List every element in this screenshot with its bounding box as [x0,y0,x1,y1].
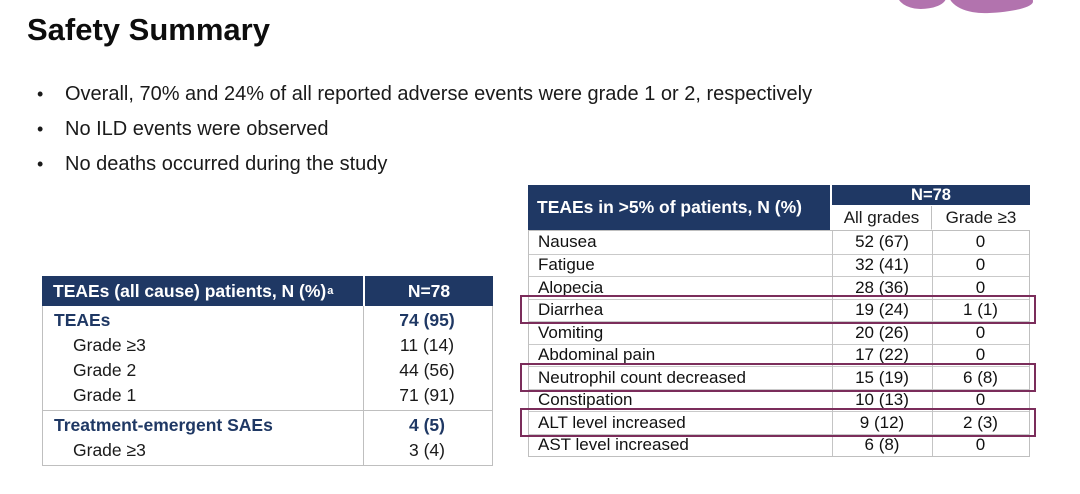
teae-frequency-table: TEAEs in >5% of patients, N (%) N=78 All… [520,185,1036,457]
row-label: Grade 1 [73,385,137,405]
table-subheader-row: All grades Grade ≥3 [832,206,1030,230]
table-row: Grade 1 71 (91) [43,383,492,408]
row-value: 74 (95) [399,310,455,330]
table-section: Treatment-emergent SAEs 4 (5) Grade ≥3 3… [43,410,492,465]
cell-all-grades: 19 (24) [855,300,909,320]
row-value: 71 (91) [399,385,455,405]
cell-grade3: 6 (8) [963,367,998,387]
column-divider [932,231,933,456]
table-row: AST level increased 6 (8) 0 [529,433,1029,457]
cell-label: Abdominal pain [538,345,656,365]
row-value: 3 (4) [409,440,445,460]
cell-grade3: 0 [975,390,986,410]
cell-grade3: 0 [975,435,986,455]
cell-grade3: 0 [975,322,986,342]
bullet-list: • Overall, 70% and 24% of all reported a… [37,83,813,189]
cell-all-grades: 32 (41) [855,255,909,275]
cell-grade3: 0 [975,277,986,297]
cell-all-grades: 10 (13) [855,390,909,410]
table-row: Alopecia 28 (36) 0 [529,276,1029,299]
bullet-marker: • [37,84,44,104]
table-header-row: TEAEs in >5% of patients, N (%) N=78 All… [528,185,1030,230]
cell-label: Vomiting [538,322,604,342]
table-row: ALT level increased 9 (12) 2 (3) [529,411,1029,434]
column-divider [832,231,833,456]
table-body: Nausea 52 (67) 0 Fatigue 32 (41) 0 Alope… [528,230,1030,457]
table-header-label-text: TEAEs (all cause) patients, N (%) [53,280,327,301]
bullet-text: No deaths occurred during the study [65,153,388,175]
bullet-item: • Overall, 70% and 24% of all reported a… [37,83,813,105]
row-label: Grade ≥3 [73,440,146,460]
cell-grade3: 0 [975,345,986,365]
table-row: Treatment-emergent SAEs 4 (5) [43,413,492,438]
bullet-item: • No ILD events were observed [37,118,812,140]
column-divider [363,306,364,465]
table-header-label: TEAEs in >5% of patients, N (%) [528,185,830,230]
table-row: Diarrhea 19 (24) 1 (1) [529,298,1029,322]
table-section: TEAEs 74 (95) Grade ≥3 11 (14) Grade 2 4… [43,306,492,410]
page-title: Safety Summary [27,12,270,47]
bullet-text: No ILD events were observed [65,118,329,140]
table-row: Fatigue 32 (41) 0 [529,253,1029,277]
row-label: Grade 2 [73,360,137,380]
table-row: Constipation 10 (13) 0 [529,388,1029,412]
cell-grade3: 1 (1) [963,300,998,320]
logo-petal-icon [948,0,1034,15]
bullet-item: • No deaths occurred during the study [37,153,812,175]
cell-all-grades: 15 (19) [855,367,909,387]
cell-all-grades: 20 (26) [855,322,909,342]
table-header-row: TEAEs (all cause) patients, N (%) a N=78 [42,276,493,306]
cell-label: Nausea [538,232,597,252]
cell-all-grades: 28 (36) [855,277,909,297]
cell-grade3: 0 [975,255,986,275]
table-row: Grade 2 44 (56) [43,358,492,383]
cell-label: Fatigue [538,255,595,275]
cell-all-grades: 6 (8) [864,435,900,455]
row-label: Treatment-emergent SAEs [54,415,273,435]
cell-label: Diarrhea [538,300,604,320]
bullet-marker: • [37,119,44,139]
table-row: Grade ≥3 3 (4) [43,438,492,463]
table-row: Neutrophil count decreased 15 (19) 6 (8) [529,366,1029,389]
table-row: Grade ≥3 11 (14) [43,333,492,358]
bullet-text: Overall, 70% and 24% of all reported adv… [65,83,813,105]
logo-petal-icon [896,0,947,10]
col-header-grade3: Grade ≥3 [932,206,1030,230]
cell-all-grades: 9 (12) [859,412,905,432]
row-value: 44 (56) [399,360,455,380]
table-header-n: N=78 [407,280,451,301]
table-row: TEAEs 74 (95) [43,308,492,333]
row-label: Grade ≥3 [73,335,146,355]
bullet-marker: • [37,154,44,174]
cell-label: Constipation [538,390,633,410]
cell-grade3: 2 (3) [963,412,998,432]
cell-label: ALT level increased [538,412,686,432]
table-header-label: TEAEs (all cause) patients, N (%) a [42,276,365,306]
table-row: Nausea 52 (67) 0 [529,231,1029,254]
cell-label: Neutrophil count decreased [538,367,746,387]
cell-all-grades: 52 (67) [855,232,909,252]
cell-label: AST level increased [538,435,689,455]
cell-all-grades: 17 (22) [855,345,909,365]
table-header-n: N=78 [832,185,1030,205]
cell-grade3: 0 [975,232,986,252]
table-row: Abdominal pain 17 (22) 0 [529,343,1029,367]
row-value: 4 (5) [409,415,445,435]
row-value: 11 (14) [399,335,455,355]
row-label: TEAEs [54,310,111,330]
col-header-all-grades: All grades [832,206,932,230]
table-row: Vomiting 20 (26) 0 [529,321,1029,344]
table-body: TEAEs 74 (95) Grade ≥3 11 (14) Grade 2 4… [42,306,493,466]
cell-label: Alopecia [538,277,604,297]
header-footnote-marker: a [327,284,334,297]
teae-all-cause-table: TEAEs (all cause) patients, N (%) a N=78 … [42,276,493,466]
